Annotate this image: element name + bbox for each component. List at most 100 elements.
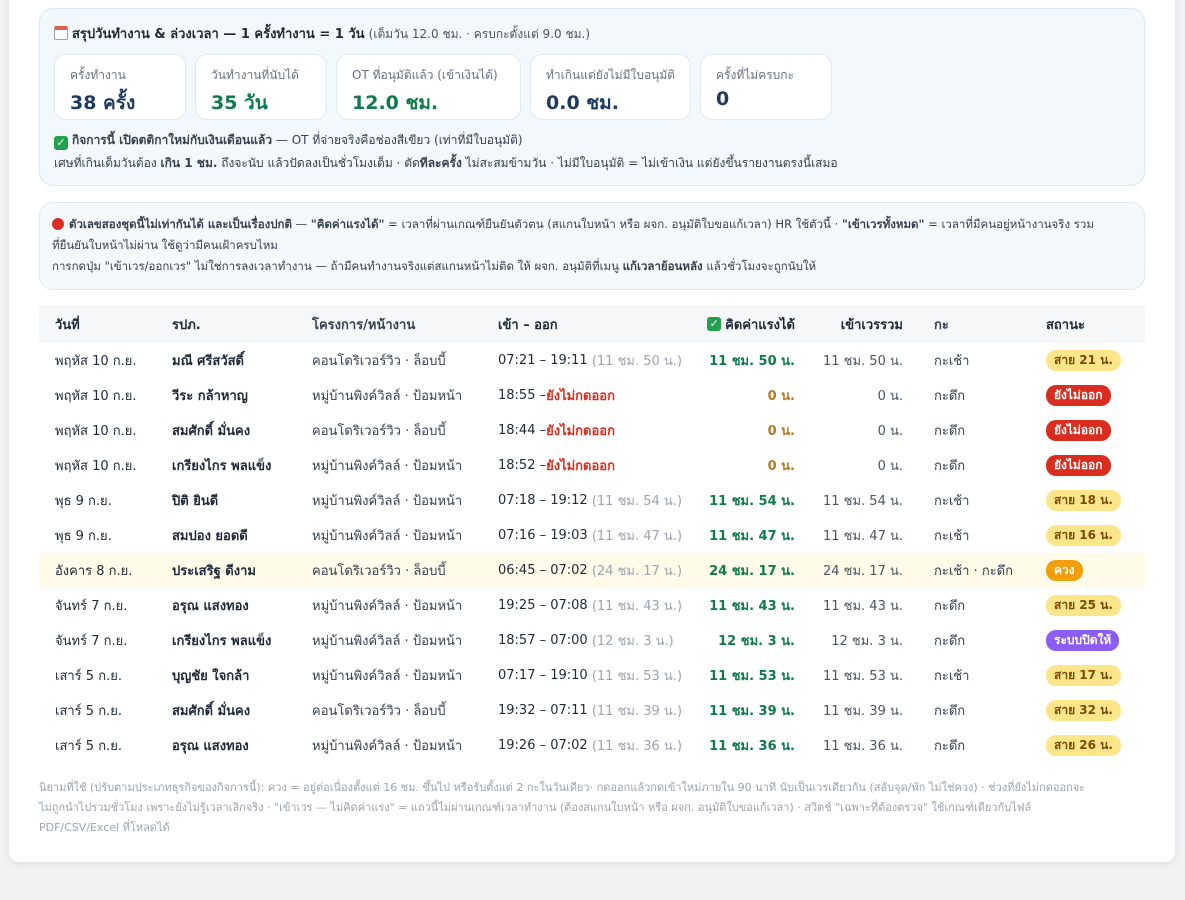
- row-project: หมู่บ้านพิงค์วิลล์ · ป้อมหน้า: [312, 599, 463, 614]
- row-onduty: 11 ชม. 39 น.: [822, 704, 903, 719]
- row-payable: 12 ชม. 3 น.: [718, 634, 795, 649]
- stat-value: 0: [716, 88, 730, 110]
- status-badge: สาย 32 น.: [1046, 700, 1121, 721]
- row-date: พฤหัส 10 ก.ย.: [55, 389, 137, 404]
- warning-panel: ตัวเลขสองชุดนี้ไม่เท่ากันได้ และเป็นเรื่…: [39, 202, 1145, 290]
- row-payable: 11 ชม. 50 น.: [709, 354, 795, 369]
- row-time-range: 19:26 – 07:02: [498, 738, 588, 753]
- col-project-header[interactable]: โครงการ/หน้างาน: [312, 317, 416, 333]
- row-missing-out: ยังไม่กดออก: [546, 459, 615, 474]
- col-employee-header[interactable]: รปภ.: [172, 317, 201, 333]
- row-employee: บุญชัย ใจกล้า: [172, 669, 250, 684]
- stat-value: 35 วัน: [211, 92, 268, 114]
- col-payable-label: คิดค่าแรงได้: [725, 317, 795, 333]
- warning-line-1: ตัวเลขสองชุดนี้ไม่เท่ากันได้ และเป็นเรื่…: [52, 216, 1094, 234]
- summary-note: (เต็มวัน 12.0 ชม. · ครบกะตั้งแต่ 9.0 ชม.…: [368, 27, 591, 41]
- row-duration: (11 ชม. 43 น.): [591, 599, 683, 614]
- warning-term-payable: "คิดค่าแรงได้": [310, 217, 385, 231]
- status-badge: สาย 26 น.: [1046, 735, 1121, 756]
- summary-note-1-bold: กิจการนี้ เปิดตติกาใหม่กับเงินเดือนแล้ว: [72, 133, 273, 147]
- row-project: หมู่บ้านพิงค์วิลล์ · ป้อมหน้า: [312, 634, 463, 649]
- row-onduty: 0 น.: [877, 389, 903, 404]
- col-time-header[interactable]: เข้า – ออก: [498, 317, 558, 333]
- row-date: พุธ 9 ก.ย.: [55, 529, 112, 544]
- row-time: 06:45 – 07:02 (24 ชม. 17 น.): [498, 553, 682, 588]
- summary-note-2-d: ทีละครั้ง: [419, 156, 462, 170]
- table-row[interactable]: พฤหัส 10 ก.ย. เกรียงไกร พลแข็ง หมู่บ้านพิง…: [39, 448, 1145, 483]
- row-employee: มณี ศรีสวัสดิ์: [172, 354, 245, 369]
- table-row[interactable]: จันทร์ 7 ก.ย. อรุณ แสงทอง หมู่บ้านพิงค์วิล…: [39, 588, 1145, 623]
- col-payable-header[interactable]: ✓ คิดค่าแรงได้: [707, 305, 795, 343]
- row-shift: กะเช้า: [934, 494, 970, 509]
- row-project: คอนโดริเวอร์วิว · ล็อบบี้: [312, 564, 446, 579]
- row-time-range: 07:21 – 19:11: [498, 353, 588, 368]
- row-onduty: 12 ชม. 3 น.: [831, 634, 903, 649]
- row-shift: กะดึก: [934, 599, 966, 614]
- row-project: หมู่บ้านพิงค์วิลล์ · ป้อมหน้า: [312, 739, 463, 754]
- row-shift: กะดึก: [934, 634, 966, 649]
- row-payable: 11 ชม. 53 น.: [709, 669, 795, 684]
- stat-label: ครั้งทำงาน: [70, 68, 126, 82]
- table-row[interactable]: อังคาร 8 ก.ย. ประเสริฐ ดีงาม คอนโดริเวอร์ว…: [39, 553, 1145, 588]
- row-duration: (11 ชม. 36 น.): [591, 739, 683, 754]
- row-date: พุธ 9 ก.ย.: [55, 494, 112, 509]
- stat-shifts: ครั้งทำงาน 38 ครั้ง: [54, 54, 186, 120]
- col-onduty-header[interactable]: เข้าเวรรวม: [840, 317, 903, 333]
- row-time-range: 18:52 –: [498, 458, 547, 473]
- table-row[interactable]: พฤหัส 10 ก.ย. วีระ กล้าหาญ หมู่บ้านพิงค์วิ…: [39, 378, 1145, 413]
- row-status: สาย 26 น.: [1046, 728, 1121, 763]
- row-shift: กะเช้า: [934, 354, 970, 369]
- row-status: สาย 16 น.: [1046, 518, 1121, 553]
- row-time-range: 18:44 –: [498, 423, 547, 438]
- row-date: พฤหัส 10 ก.ย.: [55, 459, 137, 474]
- col-date-header[interactable]: วันที่: [55, 317, 80, 333]
- table-row[interactable]: จันทร์ 7 ก.ย. เกรียงไกร พลแข็ง หมู่บ้านพิง…: [39, 623, 1145, 658]
- footer-line-2: ไม่ถูกนำไปรวมชั่วโมง เพราะยังไม่รู้เวลาเ…: [39, 801, 1032, 814]
- row-time: 07:21 – 19:11 (11 ชม. 50 น.): [498, 343, 682, 378]
- row-payable: 0 น.: [767, 424, 795, 439]
- row-payable: 24 ชม. 17 น.: [709, 564, 795, 579]
- status-badge: ยังไม่ออก: [1046, 455, 1111, 476]
- status-badge: สาย 16 น.: [1046, 525, 1121, 546]
- row-status: สาย 18 น.: [1046, 483, 1121, 518]
- row-duration: (11 ชม. 50 น.): [591, 354, 683, 369]
- row-time-range: 06:45 – 07:02: [498, 563, 588, 578]
- table-row[interactable]: พฤหัส 10 ก.ย. มณี ศรีสวัสดิ์ คอนโดริเวอร์ว…: [39, 343, 1145, 378]
- row-time: 07:17 – 19:10 (11 ชม. 53 น.): [498, 658, 682, 693]
- row-employee: อรุณ แสงทอง: [172, 599, 249, 614]
- row-duration: (11 ชม. 47 น.): [591, 529, 683, 544]
- col-shift-header[interactable]: กะ: [934, 317, 949, 333]
- stat-cards: ครั้งทำงาน 38 ครั้ง วันทำงานที่นับได้ 35…: [54, 54, 832, 120]
- table-row[interactable]: เสาร์ 5 ก.ย. สมศักดิ์ มั่นคง คอนโดริเวอร์ว…: [39, 693, 1145, 728]
- row-employee: เกรียงไกร พลแข็ง: [172, 634, 272, 649]
- summary-title: สรุปวันทำงาน & ล่วงเวลา — 1 ครั้งทำงาน =…: [54, 23, 590, 44]
- row-shift: กะดึก: [934, 424, 966, 439]
- warning-line-2: ที่ยืนยันใบหน้าไม่ผ่าน ใช้ดูว่ามีคนเฝ้าค…: [52, 238, 278, 252]
- table-row[interactable]: พฤหัส 10 ก.ย. สมศักดิ์ มั่นคง คอนโดริเวอร์…: [39, 413, 1145, 448]
- warning-def-payable: = เวลาที่ผ่านเกณฑ์ยืนยันตัวตน (สแกนใบหน้…: [384, 217, 842, 231]
- row-date: เสาร์ 5 ก.ย.: [55, 739, 122, 754]
- summary-note-2-b: เกิน 1 ชม.: [160, 156, 218, 170]
- retro-edit-menu-link[interactable]: แก้เวลาย้อนหลัง: [622, 259, 703, 273]
- table-row[interactable]: พุธ 9 ก.ย. สมปอง ยอดดี หมู่บ้านพิงค์วิลล์ …: [39, 518, 1145, 553]
- table-row[interactable]: พุธ 9 ก.ย. ปิติ ยินดี หมู่บ้านพิงค์วิลล์ ·…: [39, 483, 1145, 518]
- row-onduty: 0 น.: [877, 459, 903, 474]
- check-icon: ✓: [707, 317, 722, 331]
- row-payable: 11 ชม. 43 น.: [709, 599, 795, 614]
- table-row[interactable]: เสาร์ 5 ก.ย. อรุณ แสงทอง หมู่บ้านพิงค์วิลล…: [39, 728, 1145, 763]
- summary-note-2-c: ถึงจะนับ แล้วปัดลงเป็นชั่วโมงเต็ม · ตัด: [217, 156, 420, 170]
- summary-note-1: ✓ กิจการนี้ เปิดตติกาใหม่กับเงินเดือนแล้ว…: [54, 131, 523, 150]
- col-status-header[interactable]: สถานะ: [1046, 317, 1085, 333]
- row-project: หมู่บ้านพิงค์วิลล์ · ป้อมหน้า: [312, 494, 463, 509]
- row-employee: วีระ กล้าหาญ: [172, 389, 248, 404]
- row-status: ควง: [1046, 553, 1083, 588]
- row-project: หมู่บ้านพิงค์วิลล์ · ป้อมหน้า: [312, 459, 463, 474]
- table-row[interactable]: เสาร์ 5 ก.ย. บุญชัย ใจกล้า หมู่บ้านพิงค์วิ…: [39, 658, 1145, 693]
- row-payable: 11 ชม. 47 น.: [709, 529, 795, 544]
- row-status: สาย 32 น.: [1046, 693, 1121, 728]
- warning-term-onduty: "เข้าเวรทั้งหมด": [841, 217, 925, 231]
- row-shift: กะเช้า: [934, 529, 970, 544]
- check-icon: ✓: [54, 136, 68, 150]
- row-onduty: 11 ชม. 36 น.: [822, 739, 903, 754]
- row-duration: (11 ชม. 39 น.): [591, 704, 683, 719]
